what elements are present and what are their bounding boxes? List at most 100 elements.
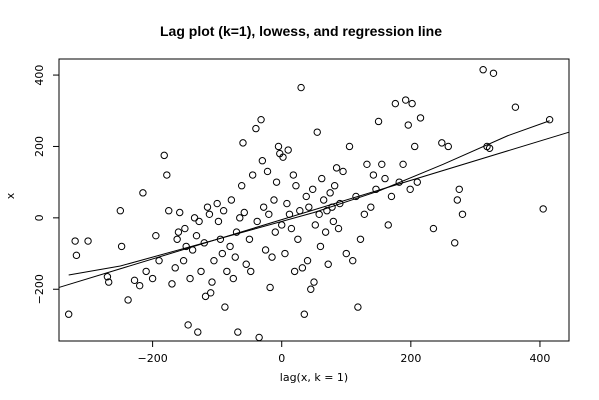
data-point [266, 283, 274, 292]
data-point [453, 196, 462, 204]
y-tick-label: 200 [33, 136, 46, 157]
data-point [181, 224, 189, 233]
data-point [223, 267, 231, 276]
data-point [284, 146, 292, 154]
data-point [411, 142, 419, 151]
data-point [229, 274, 238, 283]
data-point [302, 192, 310, 201]
data-point [192, 231, 201, 240]
data-point [444, 142, 452, 151]
x-axis-label: lag(x, k = 1) [280, 371, 348, 384]
lowess-line [68, 120, 550, 276]
chart-title: Lag plot (k=1), lowess, and regression l… [160, 23, 442, 39]
data-point [247, 267, 255, 276]
data-point [283, 199, 291, 208]
data-point [208, 278, 216, 286]
data-point [103, 273, 112, 281]
data-point [168, 280, 176, 288]
data-point [257, 115, 265, 124]
data-point [263, 167, 272, 176]
data-point [226, 242, 234, 251]
data-point [252, 124, 260, 133]
data-point [271, 228, 279, 236]
y-tick-label: 0 [33, 214, 46, 221]
data-point [207, 289, 215, 297]
data-point [165, 207, 173, 215]
data-point [416, 114, 425, 122]
data-point [319, 196, 328, 204]
data-point [84, 237, 92, 245]
data-point [194, 328, 202, 336]
data-point [363, 160, 371, 169]
data-point [242, 260, 250, 268]
data-point [253, 217, 261, 226]
data-point [336, 199, 344, 208]
data-point [213, 199, 221, 208]
data-point [413, 178, 421, 186]
data-point [239, 139, 247, 147]
data-point [289, 171, 298, 179]
data-point [309, 185, 317, 193]
data-point [326, 189, 334, 197]
data-point [429, 224, 438, 233]
data-point [395, 178, 403, 186]
data-point [234, 328, 242, 336]
data-point [152, 231, 160, 240]
data-point [179, 256, 188, 265]
plot-frame [58, 58, 570, 342]
data-point [259, 203, 268, 211]
data-point [334, 224, 343, 233]
data-point [345, 142, 354, 151]
data-point [279, 153, 287, 161]
data-point [307, 285, 315, 293]
data-point [438, 139, 446, 147]
data-point [240, 208, 248, 217]
data-point [391, 99, 400, 108]
data-point [221, 303, 229, 311]
data-point [139, 189, 147, 197]
data-point [539, 205, 547, 213]
data-point [274, 142, 283, 151]
data-point [349, 256, 357, 265]
data-point [458, 210, 467, 218]
x-tick-label: 0 [278, 352, 285, 365]
y-tick-label: −200 [33, 274, 46, 304]
x-tick-label: 400 [529, 352, 550, 365]
data-point [214, 217, 223, 226]
data-point [163, 171, 171, 179]
data-point [130, 276, 139, 285]
data-point [148, 274, 157, 283]
data-point [381, 174, 389, 183]
data-point [270, 196, 278, 204]
data-point [219, 207, 228, 215]
data-point [313, 128, 321, 136]
data-point [378, 160, 386, 169]
data-point [184, 321, 192, 329]
data-point [374, 117, 383, 126]
data-point [511, 103, 520, 111]
data-point [272, 178, 281, 186]
data-point [160, 151, 168, 160]
data-point [300, 310, 309, 318]
data-point [330, 182, 339, 190]
data-point [399, 160, 407, 169]
data-point [342, 249, 350, 258]
data-point [401, 96, 410, 104]
data-point [332, 164, 341, 172]
data-point [201, 292, 210, 301]
data-point [135, 281, 144, 290]
data-point [174, 228, 183, 236]
data-point [200, 239, 208, 247]
data-point [218, 249, 227, 258]
data-point [404, 121, 412, 129]
fit-lines [58, 120, 570, 288]
data-point [227, 196, 236, 204]
data-point [278, 221, 286, 229]
data-point [248, 171, 257, 179]
data-point [297, 83, 305, 92]
data-point [369, 171, 378, 179]
y-axis: −200 0 200 400 [33, 65, 60, 304]
data-point [255, 333, 263, 342]
data-point [182, 242, 190, 251]
data-point [105, 278, 113, 286]
